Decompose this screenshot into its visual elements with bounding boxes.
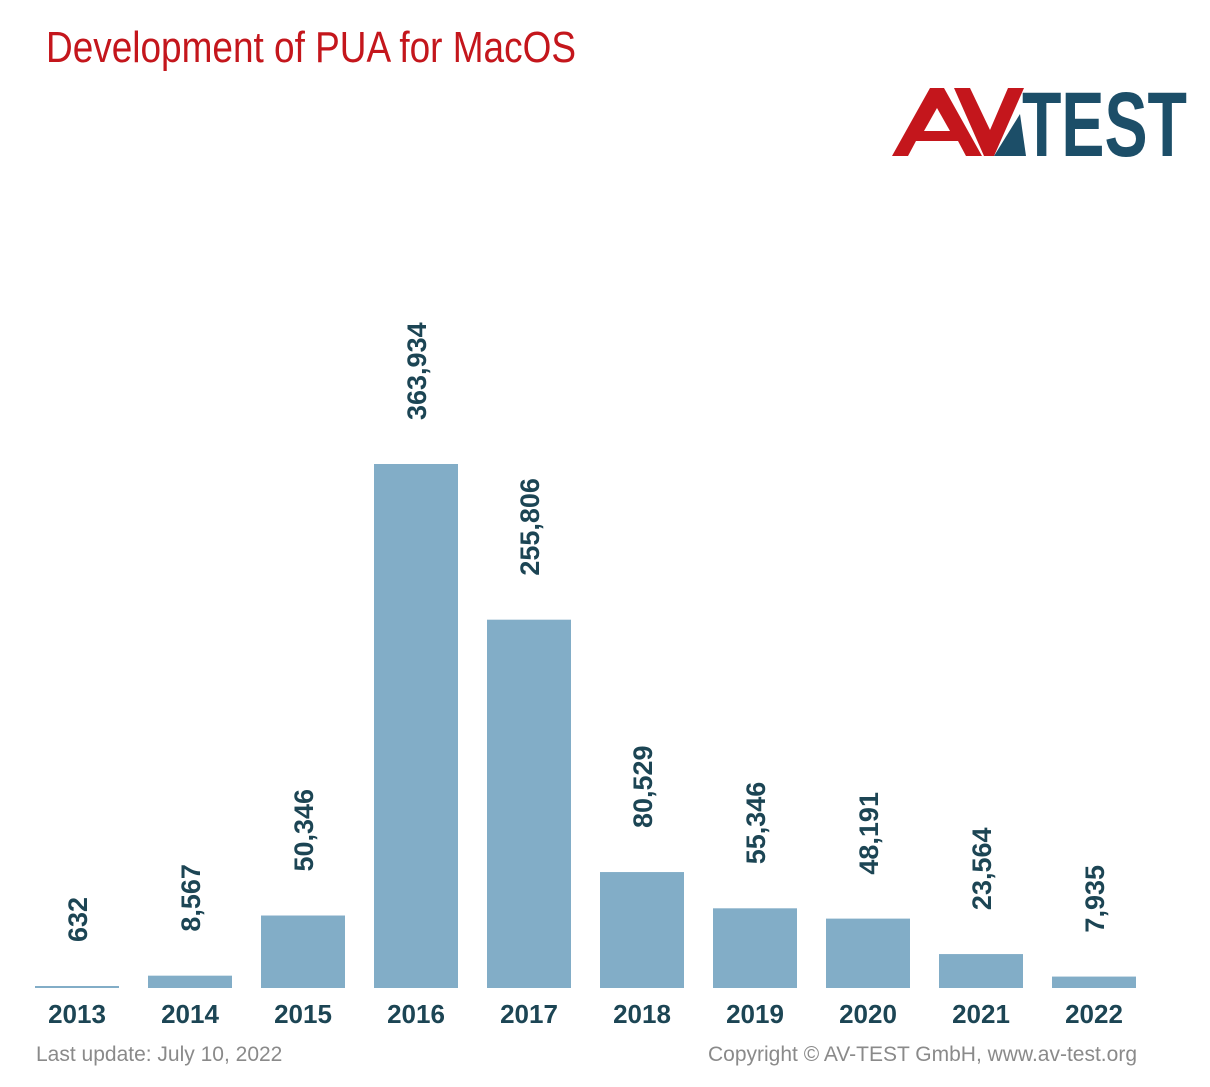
last-update-text: Last update: July 10, 2022	[36, 1043, 283, 1066]
value-label-2020: 48,191	[854, 792, 884, 875]
av-test-logo: TEST	[892, 86, 1187, 160]
value-label-2022: 7,935	[1080, 865, 1110, 933]
bar-2015	[261, 915, 345, 988]
category-label-2016: 2016	[387, 999, 445, 1029]
value-label-2016: 363,934	[402, 322, 432, 420]
bar-2021	[939, 954, 1023, 988]
bar-2017	[487, 619, 571, 988]
category-label-2019: 2019	[726, 999, 784, 1029]
copyright-text: Copyright © AV-TEST GmbH, www.av-test.or…	[708, 1043, 1137, 1066]
value-label-2018: 80,529	[628, 745, 658, 828]
bar-2020	[826, 918, 910, 988]
category-label-2015: 2015	[274, 999, 332, 1029]
value-label-2021: 23,564	[967, 827, 997, 910]
category-label-2018: 2018	[613, 999, 671, 1029]
category-label-2021: 2021	[952, 999, 1010, 1029]
chart-title: Development of PUA for MacOS	[46, 23, 576, 72]
category-label-2022: 2022	[1065, 999, 1123, 1029]
value-label-2014: 8,567	[176, 864, 206, 932]
bar-2014	[148, 975, 232, 988]
value-label-2019: 55,346	[741, 782, 771, 865]
bar-2019	[713, 908, 797, 988]
bar-2018	[600, 872, 684, 988]
category-label-2014: 2014	[161, 999, 219, 1029]
bar-2016	[374, 464, 458, 988]
bar-2022	[1052, 976, 1136, 988]
bar-2013	[35, 986, 119, 988]
svg-text:TEST: TEST	[1022, 86, 1187, 160]
value-label-2013: 632	[63, 897, 93, 942]
value-label-2015: 50,346	[289, 789, 319, 872]
category-label-2020: 2020	[839, 999, 897, 1029]
category-label-2017: 2017	[500, 999, 558, 1029]
category-label-2013: 2013	[48, 999, 106, 1029]
value-label-2017: 255,806	[515, 478, 545, 576]
